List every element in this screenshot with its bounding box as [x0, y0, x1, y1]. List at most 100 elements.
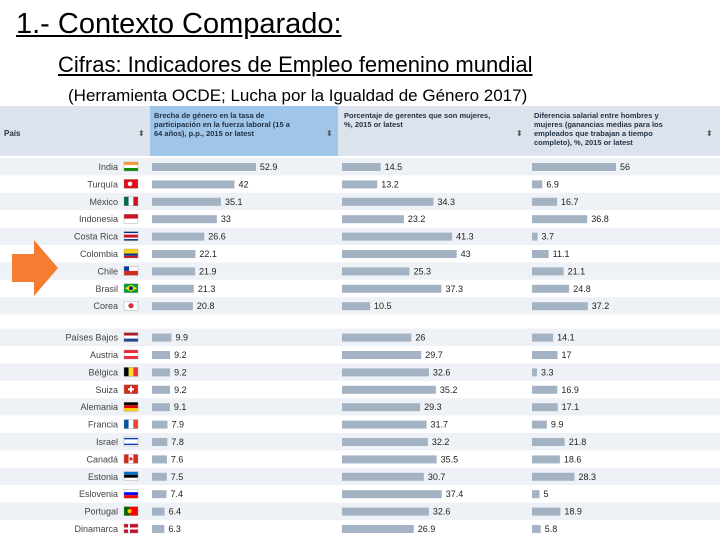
switzerland-flag-icon	[123, 384, 139, 394]
bar	[532, 385, 558, 394]
data-label: 6.9	[546, 179, 559, 189]
table-row[interactable]: Brasil 21.3 37.3 24.8	[0, 279, 720, 298]
bar	[342, 472, 424, 481]
column-header-text-2: Porcentaje de gerentes que son mujeres,%…	[344, 111, 490, 129]
austria-flag-icon	[123, 349, 139, 360]
data-label: 21.1	[568, 266, 586, 276]
bar	[152, 250, 196, 258]
data-label: 41.3	[456, 232, 474, 242]
column-header-3[interactable]	[530, 106, 718, 156]
bar	[152, 507, 165, 516]
data-label: 29.3	[424, 402, 442, 412]
bar	[342, 197, 434, 206]
data-label: 9.2	[174, 385, 187, 395]
bar	[152, 333, 172, 342]
table-row[interactable]: Bélgica 9.2 32.6 3.3	[0, 363, 720, 381]
data-label: 7.8	[171, 437, 184, 447]
country-name: Bélgica	[88, 367, 118, 377]
country-name: Israel	[96, 437, 118, 447]
data-label: 22.1	[199, 249, 217, 259]
data-label: 11.1	[553, 249, 570, 259]
bar	[532, 403, 558, 412]
bar	[532, 455, 560, 464]
table-row[interactable]: Eslovenia 7.4 37.4 5	[0, 485, 720, 503]
bar	[342, 215, 404, 224]
bar	[342, 490, 442, 499]
data-label: 35.1	[225, 197, 243, 207]
data-label: 52.9	[260, 162, 278, 172]
data-label: 13.2	[381, 179, 399, 189]
data-label: 16.9	[561, 385, 579, 395]
data-label: 6.3	[168, 524, 181, 534]
table-row[interactable]: Corea 20.8 10.5 37.2	[0, 297, 720, 315]
country-name: Dinamarca	[74, 524, 118, 534]
data-label: 23.2	[408, 214, 426, 224]
table-row[interactable]: Costa Rica 26.6 41.3 3.7	[0, 227, 720, 245]
chile-flag-icon	[123, 266, 139, 276]
bar	[532, 438, 565, 446]
data-label: 17.1	[562, 402, 580, 412]
table-row[interactable]: India 52.9 14.5 56	[0, 158, 720, 176]
table-row[interactable]: México 35.1 34.3 16.7	[0, 192, 720, 211]
table-row[interactable]: Chile 21.9 25.3 21.1	[0, 262, 720, 280]
bar	[342, 267, 410, 276]
sort-icon[interactable]: ⬍	[326, 129, 333, 138]
bar	[152, 455, 167, 464]
data-label: 18.9	[564, 507, 582, 517]
india-flag-icon	[123, 161, 139, 172]
column-header-1[interactable]	[150, 106, 338, 156]
bar	[152, 197, 221, 206]
table-row[interactable]: Indonesia 33 23.2 36.8	[0, 210, 720, 228]
data-label: 7.4	[171, 489, 184, 499]
country-name: México	[89, 197, 118, 207]
data-label: 9.2	[174, 367, 187, 377]
bar	[342, 420, 427, 429]
data-label: 17	[562, 350, 572, 360]
data-label: 37.3	[445, 284, 463, 294]
bar	[532, 215, 588, 224]
data-label: 6.4	[169, 507, 182, 517]
country-name: Indonesia	[79, 214, 118, 224]
data-label: 31.7	[431, 420, 449, 430]
indonesia-flag-icon	[123, 213, 139, 224]
data-label: 32.2	[432, 437, 450, 447]
sort-icon[interactable]: ⬍	[516, 129, 523, 138]
bar	[342, 525, 414, 533]
bar	[532, 284, 570, 293]
table-row[interactable]: Canadá 7.6 35.5 18.6	[0, 450, 720, 468]
data-label: 5	[544, 489, 549, 499]
table-row[interactable]: Turquía 42 13.2 6.9	[0, 175, 720, 193]
bar	[532, 490, 540, 499]
table-row[interactable]: Países Bajos 9.9 26 14.1	[0, 328, 720, 346]
sort-icon[interactable]: ⬍	[706, 129, 713, 138]
data-label: 16.7	[561, 197, 579, 207]
data-label: 9.9	[175, 333, 188, 343]
data-label: 36.8	[591, 214, 609, 224]
estonia-flag-icon	[123, 471, 139, 481]
data-label: 9.1	[174, 402, 187, 412]
table-row[interactable]: Israel 7.8 32.2 21.8	[0, 433, 720, 451]
bar	[342, 333, 412, 342]
table-row[interactable]: Dinamarca 6.3 26.9 5.8	[0, 520, 720, 536]
country-name: Países Bajos	[65, 333, 118, 343]
table-row[interactable]: Estonia 7.5 30.7 28.3	[0, 467, 720, 486]
table-row[interactable]: Portugal 6.4 32.6 18.9	[0, 502, 720, 520]
bar	[342, 163, 381, 171]
data-label: 14.1	[557, 333, 575, 343]
data-label: 32.6	[433, 367, 451, 377]
data-label: 33	[221, 214, 231, 224]
table-row[interactable]: Suiza 9.2 35.2 16.9	[0, 380, 720, 399]
bar	[152, 267, 196, 276]
table-row[interactable]: Alemania 9.1 29.3 17.1	[0, 398, 720, 416]
column-header-2[interactable]	[340, 106, 528, 156]
bar	[532, 507, 561, 516]
sort-icon[interactable]: ⬍	[138, 129, 145, 138]
bar	[342, 385, 436, 394]
country-name: Corea	[93, 301, 118, 311]
table-gap	[0, 314, 720, 329]
table-row[interactable]: Colombia 22.1 43 11.1	[0, 245, 720, 263]
data-label: 56	[620, 162, 630, 172]
table-row[interactable]: Francia 7.9 31.7 9.9	[0, 415, 720, 433]
table-row[interactable]: Austria 9.2 29.7 17	[0, 346, 720, 364]
brazil-flag-icon	[123, 283, 139, 294]
